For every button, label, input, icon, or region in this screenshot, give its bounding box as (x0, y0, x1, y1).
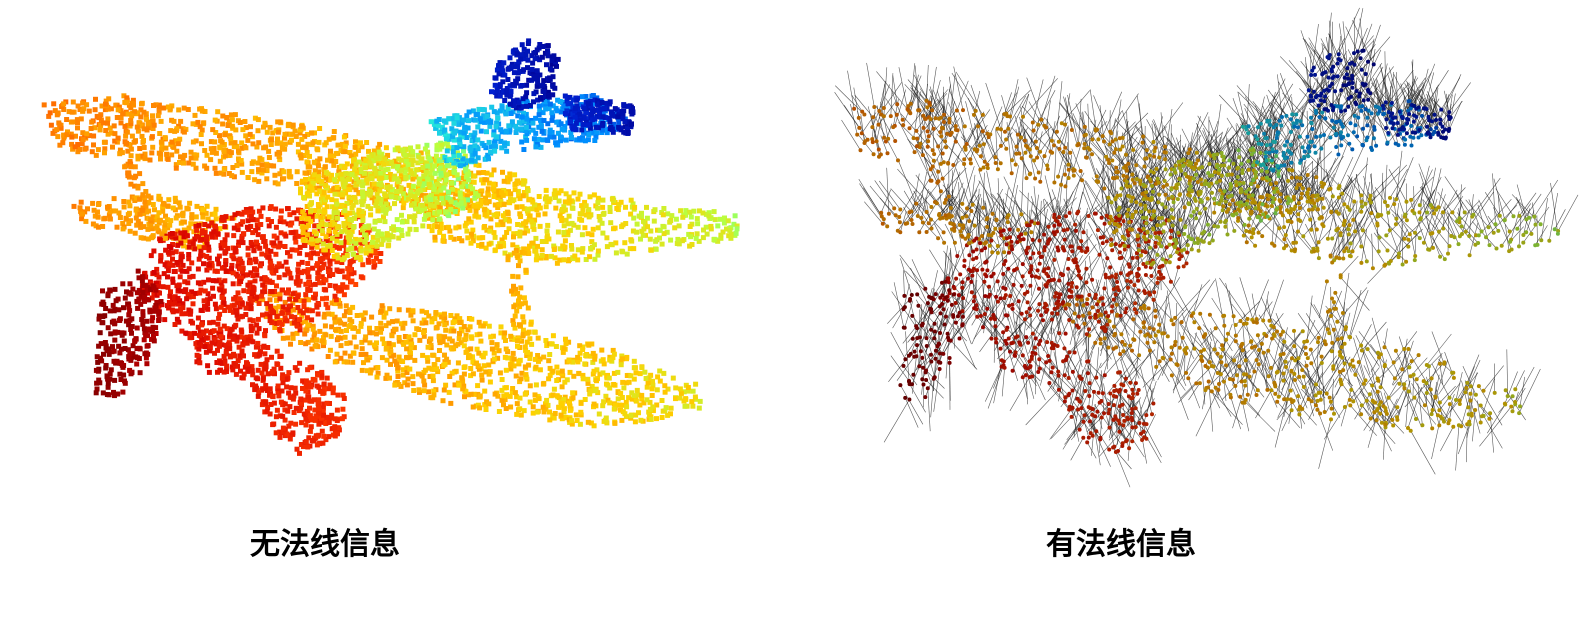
right-caption: 有法线信息 (1046, 527, 1196, 562)
left-caption: 无法线信息 (250, 527, 400, 562)
point-cloud-points-with-normals (852, 48, 1561, 454)
point-cloud-with-normals (834, 7, 1579, 488)
left-panel: 无法线信息 (41, 38, 740, 562)
point-cloud-points (41, 38, 740, 456)
normal-vector-lines (834, 7, 1579, 488)
point-cloud-without-normals (41, 38, 740, 456)
right-panel: 有法线信息 (790, 0, 1580, 624)
